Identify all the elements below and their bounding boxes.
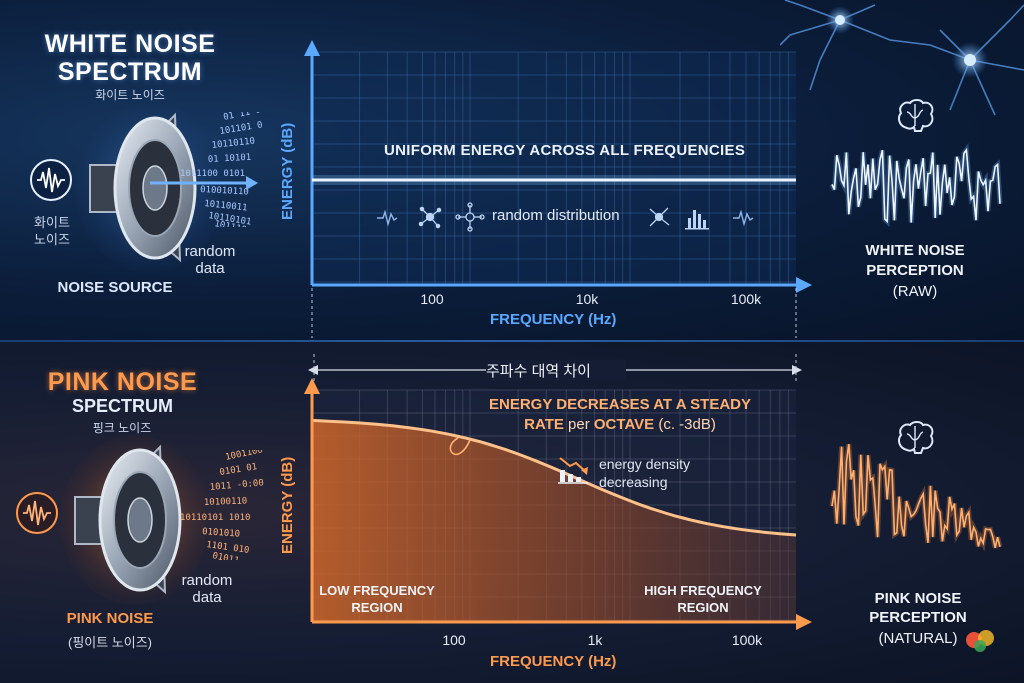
waveform-line [831,444,1001,548]
white-random-line1: random [184,243,236,260]
trend-down-icon [558,457,588,484]
pink-korean-title: 핑크 노이즈 [92,421,152,435]
panel-divider [0,340,1024,343]
white-x-tick-100k: 100k [730,291,762,307]
binary-text: 101110 [213,219,247,227]
icon-korean-line1: 화이트 [34,215,70,230]
binary-text: 10110110 [211,137,255,151]
binary-text: 1001100 [225,450,264,463]
pink-title-line2: SPECTRUM [71,396,173,416]
pink-binary-stream: 1001100 0101 01 1011 -0:00 10100110 1011… [180,450,264,560]
binary-text: 01011 [211,551,240,560]
pink-chart [304,378,812,630]
binary-stream: 01 11 0 101101 0 10110110 01 10101 10111… [180,112,263,227]
binary-text: 10110011 [204,199,248,213]
binary-text: 01 11 0 [223,112,262,123]
high-region-line1: HIGH FREQUENCY [644,583,762,598]
pink-source-korean: (핑이트 노이즈) [67,635,153,650]
icon-korean-line2: 노이즈 [34,232,70,247]
white-chart [304,40,812,338]
pink-x-axis-label: FREQUENCY (Hz) [490,653,617,670]
binary-text: 1011100 0101 [180,169,245,179]
binary-text: 101101 0 [219,120,263,137]
pink-waveform-icon [16,492,58,534]
pink-y-axis-label: ENERGY (dB) [279,456,296,554]
waveform-icon [30,159,72,201]
binary-text: 1011 -0:00 [209,478,264,493]
white-perception-line2: PERCEPTION [866,262,964,279]
pink-annotation-line1: ENERGY DECREASES AT A STEADY [489,396,751,413]
source-arrow [150,176,258,190]
white-x-axis-label: FREQUENCY (Hz) [490,311,617,328]
pink-x-tick-100: 100 [442,632,466,648]
low-region-line2: REGION [351,600,403,615]
white-title-line2: SPECTRUM [57,58,203,86]
pink-random-line2: data [192,589,222,606]
white-perception-line1: WHITE NOISE [865,242,965,259]
high-region-line2: REGION [677,600,729,615]
distribution-icons-left [377,202,485,232]
waveform-line [831,147,1001,224]
binary-text: 0101 01 [219,462,258,478]
binary-text: 01 10101 [208,153,252,165]
pink-annotation-line2: RATE per OCTAVE (c. -3dB) [524,416,716,433]
speaker-icon [75,103,220,273]
pink-source-label: PINK NOISE [66,610,154,627]
white-x-tick-10k: 10k [575,291,599,307]
brain-icon [898,99,934,132]
binary-text: 10100110 [204,496,248,508]
pink-brain-icon [898,421,934,454]
waveform-glow [829,444,1003,552]
pink-random-line1: random [181,572,233,589]
binary-text: 10110101 1010 [180,513,250,523]
pink-perception-line2: PERCEPTION [869,609,967,626]
pink-energy-curve [311,419,797,537]
white-random-line2: data [195,260,225,277]
pink-perception-line1: PINK NOISE [874,590,962,607]
neuron-icon [780,0,1024,116]
binary-text: 010010110 [200,185,249,198]
pink-x-tick-100k: 100k [731,632,763,648]
node-icon [418,206,442,229]
binary-text: 0101010 [202,527,241,540]
uniform-energy-annotation: UNIFORM ENERGY ACROSS ALL FREQUENCIES [384,142,746,159]
white-title-line1: WHITE NOISE [44,30,216,58]
white-x-tick-100: 100 [420,291,444,307]
frequency-span-label: 주파수 대역 차이 [486,363,591,380]
logo-icon [966,630,994,652]
pink-title-line1: PINK NOISE [47,368,198,396]
distribution-icons-right [649,207,754,230]
random-distribution-label: random distribution [492,207,620,224]
density-line2: decreasing [599,474,668,490]
low-region-line1: LOW FREQUENCY [319,583,435,598]
pink-noise-waveform [829,444,1003,552]
density-line1: energy density [599,456,691,472]
pink-perception-line3: (NATURAL) [878,630,958,647]
pink-noise-panel: 주파수 대역 차이 PINK NOISE SPECTRUM 핑크 노이즈 100… [0,342,1024,683]
pink-speaker-icon [60,435,205,605]
bar-chart-icon [685,210,709,230]
white-noise-panel: WHITE NOISE SPECTRUM 화이트 노이즈 화이트 노이즈 01 … [0,0,1024,342]
white-y-axis-label: ENERGY (dB) [279,122,296,220]
white-perception-line3: (RAW) [892,283,938,300]
white-noise-waveform [829,143,1003,228]
pink-energy-area [312,420,796,622]
frequency-span-arrow [308,354,802,384]
noise-source-label: NOISE SOURCE [57,279,173,296]
white-korean-title: 화이트 노이즈 [95,88,165,102]
pink-x-tick-1k: 1k [587,632,603,648]
